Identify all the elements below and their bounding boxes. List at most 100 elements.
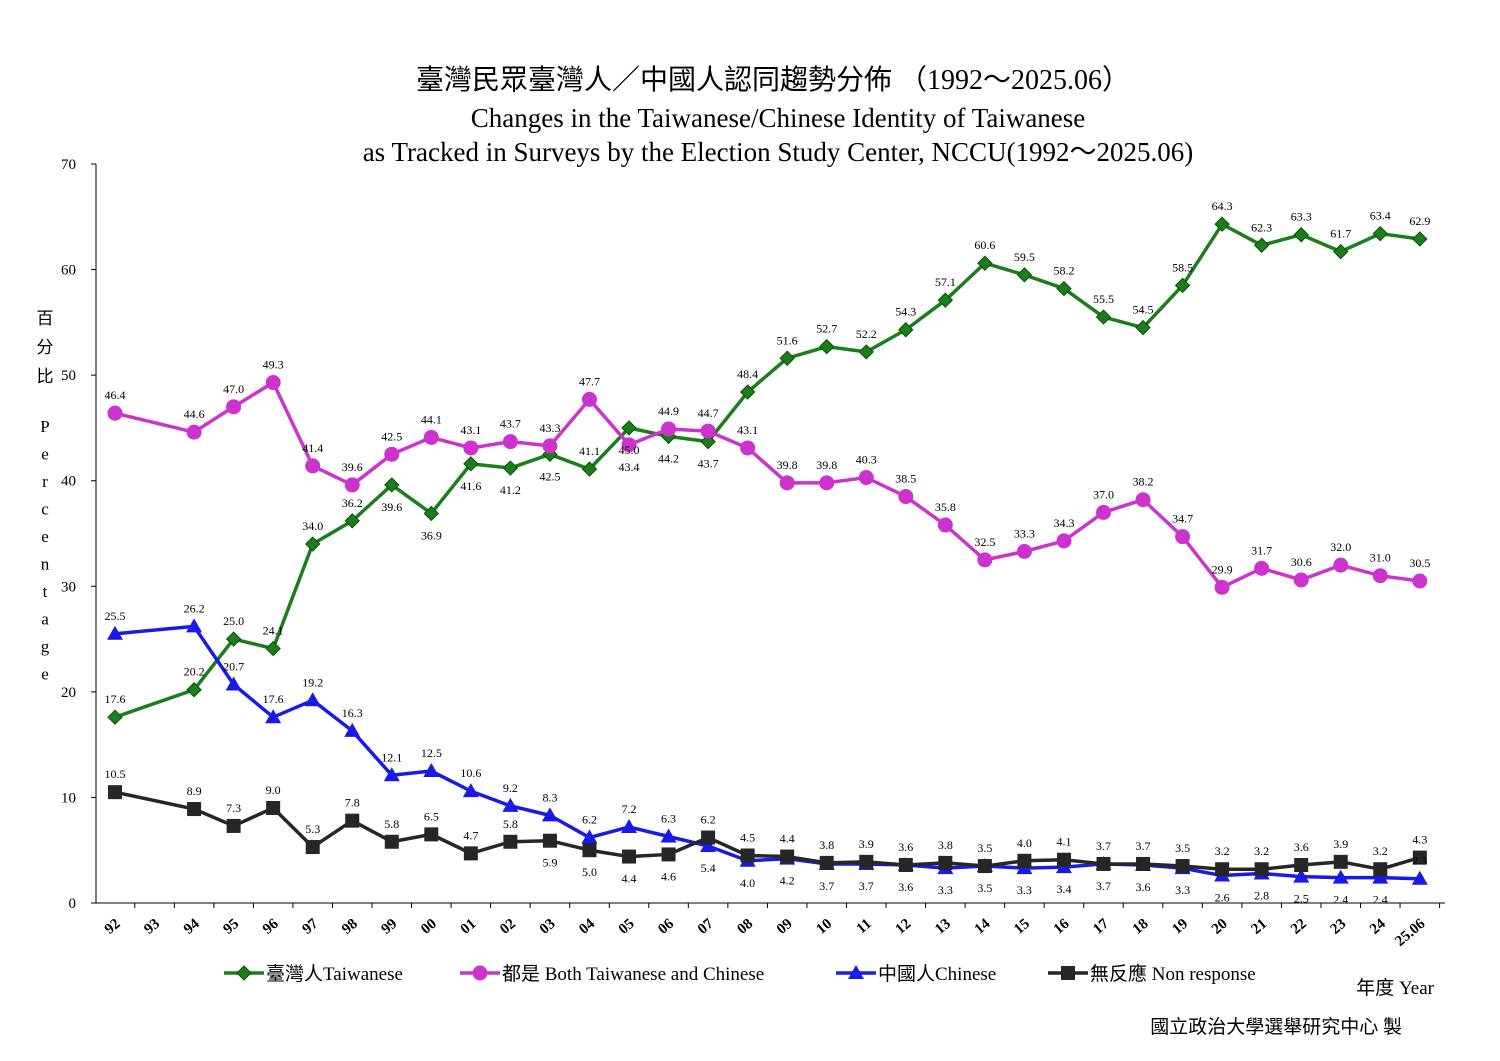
point-non-response (463, 846, 478, 861)
data-label-both: 39.8 (816, 458, 837, 472)
y-tick-label: 20 (61, 685, 76, 701)
point-chinese (225, 676, 242, 691)
point-taiwanese (898, 322, 914, 338)
data-label-chinese: 2.6 (1215, 891, 1230, 905)
point-both (107, 405, 123, 421)
data-label-taiwanese: 63.4 (1370, 209, 1391, 223)
data-label-taiwanese: 41.2 (500, 483, 521, 497)
legend-label-taiwanese: 臺灣人Taiwanese (266, 963, 403, 985)
point-taiwanese (463, 456, 479, 472)
data-label-taiwanese: 36.9 (421, 528, 442, 542)
y-label-char: 比 (37, 367, 54, 386)
y-label-char: a (41, 610, 49, 629)
point-both (423, 429, 439, 445)
y-label-char: e (41, 445, 49, 464)
y-label-char: g (41, 637, 50, 656)
y-label-char: e (41, 665, 49, 684)
data-label-taiwanese: 34.0 (302, 519, 323, 533)
x-tick-label: 24 (1367, 915, 1389, 937)
data-label-chinese: 7.2 (622, 802, 637, 816)
point-non-response (1373, 862, 1388, 877)
data-label-chinese: 6.2 (582, 813, 597, 827)
data-label-both: 38.5 (895, 472, 916, 486)
point-chinese (304, 692, 321, 707)
x-tick-label: 95 (220, 916, 242, 938)
data-label-taiwanese: 59.5 (1014, 250, 1035, 264)
point-taiwanese (1174, 277, 1191, 294)
y-tick-label: 60 (61, 263, 76, 279)
point-taiwanese (1372, 225, 1388, 242)
data-label-chinese: 2.4 (1373, 893, 1388, 907)
point-both (1214, 579, 1230, 595)
data-label-non-response: 3.7 (1136, 839, 1151, 853)
y-label-char: c (41, 500, 49, 519)
point-non-response (266, 800, 281, 815)
point-both (265, 375, 281, 391)
legend-marker-taiwanese (236, 965, 252, 981)
data-label-chinese: 19.2 (302, 675, 323, 689)
data-label-non-response: 5.8 (503, 817, 518, 831)
data-label-non-response: 4.1 (1056, 835, 1071, 849)
data-label-taiwanese: 54.5 (1133, 303, 1154, 317)
x-tick-label: 06 (655, 915, 677, 937)
data-label-taiwanese: 41.1 (579, 444, 600, 458)
point-chinese (383, 767, 400, 782)
data-label-both: 41.4 (302, 441, 323, 455)
data-label-both: 30.5 (1409, 556, 1430, 570)
point-taiwanese (304, 536, 321, 552)
x-tick-label: 97 (299, 915, 321, 937)
x-tick-label: 16 (1051, 915, 1073, 937)
x-tick-label: 21 (1248, 916, 1270, 938)
data-labels: 17.6 20.2 25.0 24.1 34.0 36.2 39.6 36.9 41.6 41.2… (105, 199, 1431, 906)
point-non-response (384, 834, 399, 849)
point-chinese (502, 797, 519, 812)
point-chinese (265, 709, 282, 724)
data-label-both: 44.7 (698, 406, 719, 420)
y-tick-label: 70 (61, 157, 76, 173)
data-label-both: 44.6 (184, 407, 205, 421)
y-label-char: r (42, 472, 48, 491)
data-label-taiwanese: 42.5 (539, 469, 560, 483)
data-label-taiwanese: 60.6 (974, 238, 995, 252)
data-label-both: 31.0 (1370, 551, 1391, 565)
data-label-chinese: 3.7 (859, 879, 874, 893)
point-taiwanese (1333, 243, 1349, 260)
data-label-both: 39.6 (342, 460, 363, 474)
point-chinese (1411, 870, 1428, 885)
y-tick-label: 0 (69, 896, 77, 912)
data-label-both: 29.9 (1212, 562, 1233, 576)
data-label-both: 30.6 (1291, 555, 1312, 569)
data-label-non-response: 4.4 (622, 872, 637, 886)
data-label-chinese: 6.3 (661, 811, 676, 825)
data-label-taiwanese: 62.3 (1251, 220, 1272, 234)
point-non-response (740, 848, 755, 863)
point-both (226, 399, 242, 415)
point-taiwanese (700, 433, 716, 450)
data-label-chinese: 4.2 (780, 874, 795, 888)
series-line-both (114, 380, 1421, 590)
y-label-char: e (41, 527, 49, 546)
data-label-taiwanese: 36.2 (342, 496, 363, 510)
x-tick-label: 10 (814, 916, 836, 938)
y-label-char: 分 (37, 338, 54, 357)
x-axis-title: 年度 Year (1356, 977, 1434, 999)
point-non-response (1254, 862, 1269, 877)
data-label-non-response: 3.2 (1254, 844, 1269, 858)
point-taiwanese (1016, 267, 1033, 283)
data-label-chinese: 9.2 (503, 781, 518, 795)
point-taiwanese (581, 461, 598, 477)
point-non-response (661, 847, 676, 862)
point-non-response (780, 849, 795, 864)
y-label-char: n (41, 555, 50, 574)
data-label-non-response: 4.4 (780, 832, 795, 846)
data-label-both: 47.0 (223, 382, 244, 396)
point-chinese (344, 722, 361, 737)
data-label-both: 44.1 (421, 412, 442, 426)
point-non-response (1175, 859, 1190, 874)
point-non-response (345, 813, 360, 828)
data-label-chinese: 3.3 (1017, 883, 1032, 897)
data-label-both: 43.1 (737, 423, 758, 437)
data-label-non-response: 6.5 (424, 809, 439, 823)
data-label-chinese: 16.3 (342, 706, 363, 720)
data-label-both: 33.3 (1014, 526, 1035, 540)
